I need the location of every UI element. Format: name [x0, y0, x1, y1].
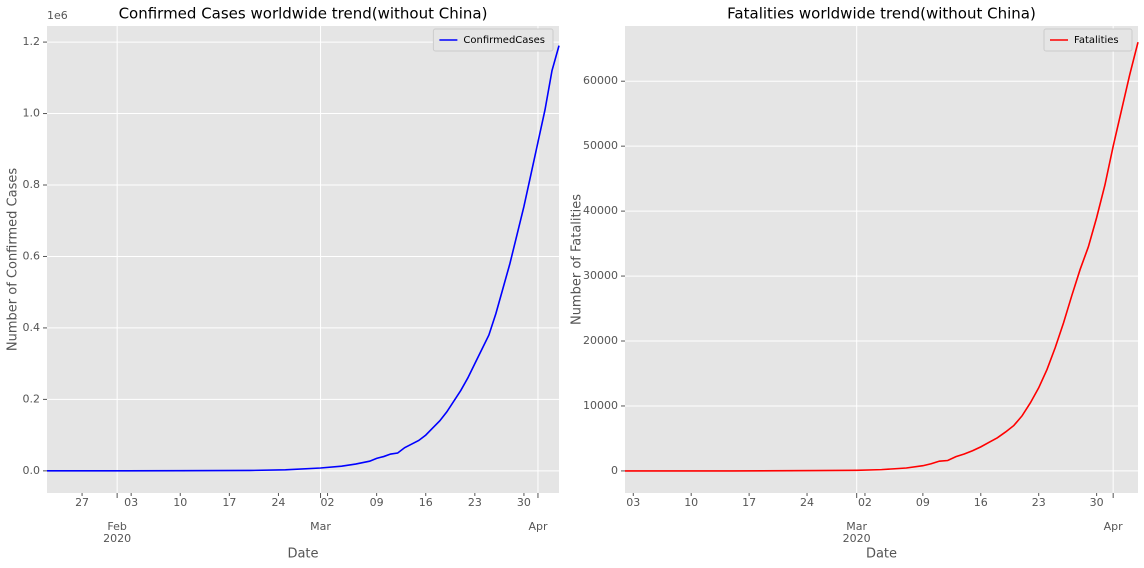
y-offset-label: 1e6 — [47, 9, 68, 22]
x-tick-label: 10 — [684, 496, 698, 509]
x-month-label: Apr — [528, 520, 548, 533]
x-tick-label: 27 — [75, 496, 89, 509]
x-tick-label: 24 — [271, 496, 285, 509]
x-month-label: Apr — [1104, 520, 1124, 533]
y-tick-label: 20000 — [583, 334, 618, 347]
x-axis-label: Date — [287, 547, 318, 562]
y-tick-label: 0.6 — [23, 249, 41, 262]
y-tick-label: 0.0 — [23, 464, 41, 477]
x-tick-label: 02 — [321, 496, 335, 509]
x-tick-label: 30 — [1090, 496, 1104, 509]
y-tick-label: 0.2 — [23, 392, 41, 405]
plot-area — [625, 26, 1138, 493]
x-tick-label: 24 — [800, 496, 814, 509]
x-month-label: Mar — [310, 520, 331, 533]
x-year-label: 2020 — [843, 532, 871, 545]
legend: Fatalities — [1043, 28, 1133, 52]
data-line — [624, 42, 1139, 472]
chart-title: Fatalities worldwide trend(without China… — [727, 5, 1036, 23]
x-tick-label: 23 — [468, 496, 482, 509]
legend-label: ConfirmedCases — [463, 35, 545, 46]
data-line — [46, 45, 560, 472]
legend-box — [432, 28, 554, 52]
y-axis-label: Number of Confirmed Cases — [6, 168, 21, 351]
y-tick-label: 40000 — [583, 204, 618, 217]
x-month-label: Feb — [107, 520, 126, 533]
legend-label: Fatalities — [1074, 35, 1119, 46]
x-tick-label: 17 — [742, 496, 756, 509]
y-tick-label: 50000 — [583, 139, 618, 152]
y-tick-label: 0.8 — [23, 178, 41, 191]
y-axis-label: Number of Fatalities — [570, 194, 585, 325]
x-tick-label: 09 — [916, 496, 930, 509]
x-tick-label: 02 — [858, 496, 872, 509]
y-tick-label: 10000 — [583, 399, 618, 412]
x-tick-label: 23 — [1032, 496, 1046, 509]
legend: ConfirmedCases — [432, 28, 554, 52]
x-month-label: Mar — [846, 520, 867, 533]
x-year-label: 2020 — [103, 532, 131, 545]
y-tick-label: 60000 — [583, 74, 618, 87]
x-tick-label: 30 — [517, 496, 531, 509]
plot-area — [47, 26, 559, 493]
x-tick-label: 03 — [626, 496, 640, 509]
x-tick-label: 10 — [173, 496, 187, 509]
y-tick-label: 0.4 — [23, 321, 41, 334]
x-tick-label: 16 — [974, 496, 988, 509]
x-axis-label: Date — [866, 547, 897, 562]
legend-box — [1043, 28, 1133, 52]
x-tick-label: 17 — [222, 496, 236, 509]
x-tick-label: 03 — [124, 496, 138, 509]
y-tick-label: 30000 — [583, 269, 618, 282]
y-tick-label: 1.2 — [23, 35, 41, 48]
x-tick-label: 09 — [370, 496, 384, 509]
chart-title: Confirmed Cases worldwide trend(without … — [119, 5, 488, 23]
x-tick-label: 16 — [419, 496, 433, 509]
y-tick-label: 0 — [611, 464, 618, 477]
y-tick-label: 1.0 — [23, 107, 41, 120]
